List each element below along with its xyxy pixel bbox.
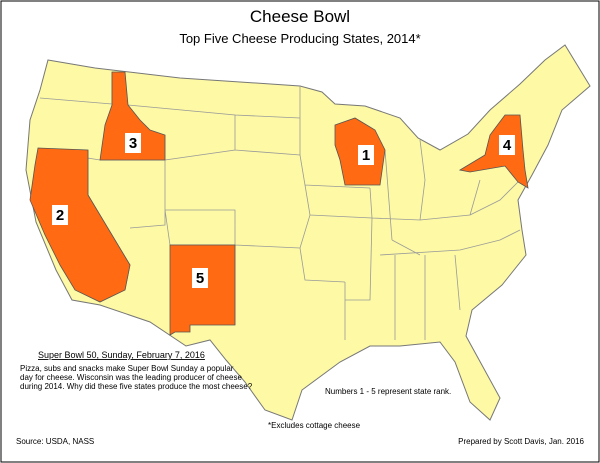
us-outline bbox=[25, 44, 591, 421]
rank-label: 3 bbox=[129, 135, 137, 152]
rank-label: 2 bbox=[56, 207, 64, 224]
note-line: during 2014. Why did these five states p… bbox=[20, 382, 253, 391]
note-line: day for cheese. Wisconsin was the leadin… bbox=[20, 373, 242, 382]
state-highlight bbox=[29, 147, 131, 303]
rank-label: 4 bbox=[503, 137, 512, 154]
rank-box bbox=[358, 145, 374, 165]
note-line: Pizza, subs and snacks make Super Bowl S… bbox=[20, 364, 234, 373]
rank-box bbox=[52, 205, 68, 225]
title: Cheese Bowl bbox=[250, 7, 350, 26]
note-heading: Super Bowl 50, Sunday, February 7, 2016 bbox=[38, 350, 205, 360]
state-highlight bbox=[99, 71, 166, 161]
footnote: *Excludes cottage cheese bbox=[268, 421, 361, 430]
rank-box bbox=[125, 133, 141, 153]
subtitle: Top Five Cheese Producing States, 2014* bbox=[179, 31, 420, 46]
rank-box bbox=[499, 135, 515, 155]
credit: Prepared by Scott Davis, Jan. 2016 bbox=[458, 437, 584, 446]
legend-note: Numbers 1 - 5 represent state rank. bbox=[325, 387, 451, 396]
rank-box bbox=[192, 268, 208, 288]
us-map: 1 2 3 4 5 bbox=[25, 44, 591, 421]
source: Source: USDA, NASS bbox=[16, 437, 94, 446]
state-highlight bbox=[458, 114, 529, 189]
state-highlight bbox=[169, 244, 236, 336]
rank-label: 1 bbox=[362, 147, 370, 164]
rank-label: 5 bbox=[196, 270, 204, 287]
